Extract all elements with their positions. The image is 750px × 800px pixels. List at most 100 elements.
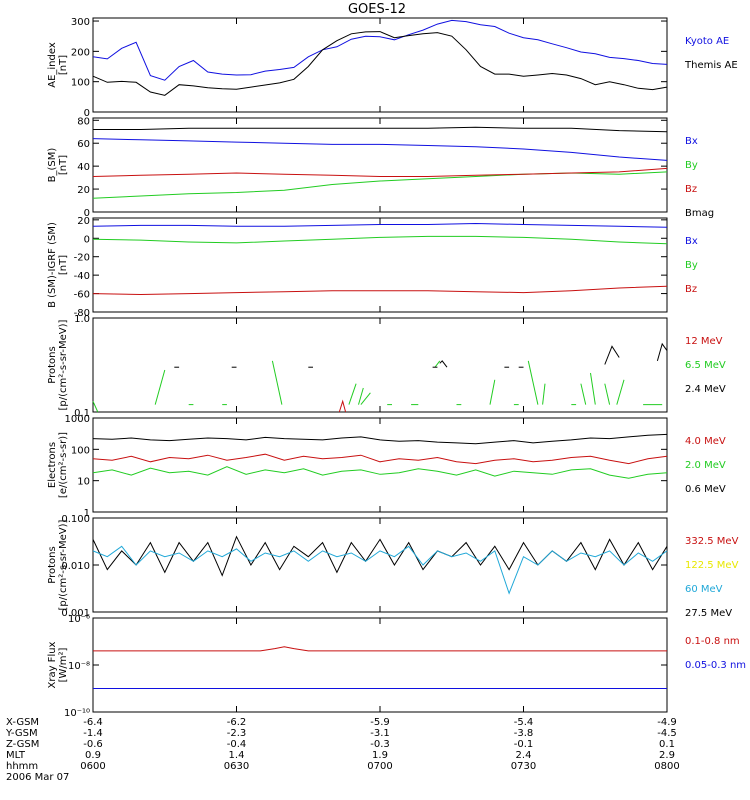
legend-entry-protons_lo: 60 MeV [685, 584, 723, 595]
legend-entry-protons_hi: 12 MeV [685, 336, 723, 347]
x-axis-row-label: Z-GSM [6, 739, 39, 750]
panel-frame-xray [92, 617, 668, 713]
x-axis-row-label: 2006 Mar 07 [6, 772, 69, 783]
legend-entry-bsm: Bx [685, 136, 698, 147]
series-line-protons_hi [616, 379, 625, 405]
x-axis-tick-value: 0.9 [85, 750, 101, 761]
x-axis-tick-value: 0800 [654, 761, 679, 772]
series-line-electrons [92, 433, 668, 445]
legend-entry-bsm: By [685, 160, 698, 171]
x-axis-tick-value: 0600 [80, 761, 105, 772]
series-line-protons_hi [489, 379, 496, 405]
x-axis-row-label: MLT [6, 750, 26, 761]
legend-entry-electrons: 2.0 MeV [685, 460, 726, 471]
legend-entry-bigrf: Bz [685, 284, 697, 295]
legend-entry-electrons: 0.6 MeV [685, 484, 726, 495]
y-tick-label-ae: 300 [71, 17, 90, 28]
y-tick-label-electrons: 100 [71, 445, 90, 456]
legend-entry-bigrf: Bx [685, 236, 698, 247]
x-axis-row-label: X-GSM [6, 717, 39, 728]
y-tick-label-bsm: 80 [77, 116, 90, 127]
y-tick-label-electrons: 1000 [65, 414, 90, 425]
series-line-protons_hi [542, 383, 546, 405]
y-axis-label-xray: Xray Flux [47, 641, 58, 688]
series-line-protons_hi [348, 383, 357, 405]
y-axis-label-protons_hi: [p/(cm²-s-sr-MeV)] [58, 319, 69, 410]
series-line-electrons [92, 466, 668, 479]
y-tick-label-bsm: 60 [77, 139, 90, 150]
y-tick-label-xray: 10⁻⁶ [68, 614, 90, 625]
series-line-protons_hi [358, 387, 364, 405]
y-tick-label-bigrf: -80 [74, 308, 90, 319]
y-tick-label-ae: 200 [71, 47, 90, 58]
series-line-protons_hi [154, 369, 166, 405]
legend-entry-ae: Themis AE [684, 60, 738, 71]
series-line-electrons [92, 453, 668, 465]
y-tick-label-protons_hi: 1.0 [74, 314, 90, 325]
series-line-protons_hi [434, 360, 441, 368]
series-line-protons_hi [360, 392, 371, 405]
y-tick-label-protons_lo: 0.010 [61, 561, 90, 572]
y-tick-label-bigrf: -20 [74, 253, 90, 264]
y-axis-label-protons_lo: [p/(cm²-s-sr-MeV)] [58, 519, 69, 610]
series-line-bigrf [92, 222, 668, 228]
y-tick-label-protons_hi: 0.1 [74, 408, 90, 419]
series-line-protons_hi [439, 360, 448, 368]
legend-entry-bsm: Bmag [685, 208, 714, 219]
y-tick-label-bigrf: 20 [77, 216, 90, 227]
x-axis-tick-value: -0.3 [370, 739, 390, 750]
x-axis-tick-value: -5.4 [514, 717, 534, 728]
x-axis-tick-value: 0630 [224, 761, 249, 772]
series-line-ae [92, 19, 668, 81]
y-axis-label-bsm: [nT] [58, 155, 69, 175]
series-line-bigrf [92, 235, 668, 245]
series-line-protons_lo [92, 535, 668, 577]
legend-entry-protons_hi: 2.4 MeV [685, 384, 726, 395]
series-line-protons_hi [580, 383, 587, 405]
x-axis-tick-value: -3.8 [514, 728, 534, 739]
legend-entry-xray: 0.1-0.8 nm [685, 636, 740, 647]
y-axis-label-bsm: B_(SM) [47, 148, 58, 183]
x-axis-row-label: Y-GSM [5, 728, 38, 739]
y-tick-label-bsm: 20 [77, 185, 90, 196]
series-line-protons_hi [590, 372, 596, 405]
series-line-bsm [92, 138, 668, 161]
y-tick-label-protons_lo: 0.100 [61, 514, 90, 525]
y-axis-label-protons_lo: Protons [47, 546, 58, 583]
x-axis-tick-value: -6.2 [227, 717, 247, 728]
y-axis-label-protons_hi: Protons [47, 346, 58, 383]
panel-frame-protons_lo [92, 517, 668, 613]
x-axis-tick-value: -5.9 [370, 717, 390, 728]
series-line-ae [92, 31, 668, 96]
x-axis-tick-value: -0.4 [227, 739, 247, 750]
panel-frame-bsm [92, 117, 668, 213]
series-line-protons_hi [271, 360, 283, 405]
x-axis-tick-value: 2.9 [659, 750, 675, 761]
y-tick-label-bigrf: -40 [74, 271, 90, 282]
y-tick-label-xray: 10⁻¹⁰ [64, 708, 90, 719]
series-line-bsm [92, 171, 668, 199]
y-axis-label-electrons: Electrons [47, 442, 58, 488]
y-tick-label-electrons: 1 [84, 508, 90, 519]
y-axis-label-bigrf: B (SM)-IGRF (SM) [47, 222, 58, 308]
figure-title: GOES-12 [348, 2, 406, 17]
series-line-bigrf [92, 285, 668, 296]
x-axis-tick-value: -0.1 [514, 739, 534, 750]
y-tick-label-electrons: 10 [77, 477, 90, 488]
y-tick-label-bigrf: 0 [84, 234, 90, 245]
y-axis-label-bigrf: [nT] [58, 255, 69, 275]
legend-entry-bigrf: By [685, 260, 698, 271]
series-line-protons_hi [656, 342, 668, 362]
panel-frame-bigrf [92, 217, 668, 313]
y-axis-label-xray: [W/m²] [58, 647, 69, 682]
x-axis-tick-value: -2.3 [227, 728, 247, 739]
x-axis-tick-value: -4.5 [657, 728, 677, 739]
legend-entry-protons_lo: 122.5 MeV [685, 560, 739, 571]
x-axis-tick-value: -3.1 [370, 728, 390, 739]
legend-entry-protons_lo: 332.5 MeV [685, 536, 739, 547]
series-line-protons_hi [338, 399, 347, 413]
x-axis-tick-value: 0.1 [659, 739, 675, 750]
x-axis-tick-value: 2.4 [516, 750, 532, 761]
legend-entry-protons_hi: 6.5 MeV [685, 360, 726, 371]
x-axis-tick-value: 1.4 [229, 750, 245, 761]
